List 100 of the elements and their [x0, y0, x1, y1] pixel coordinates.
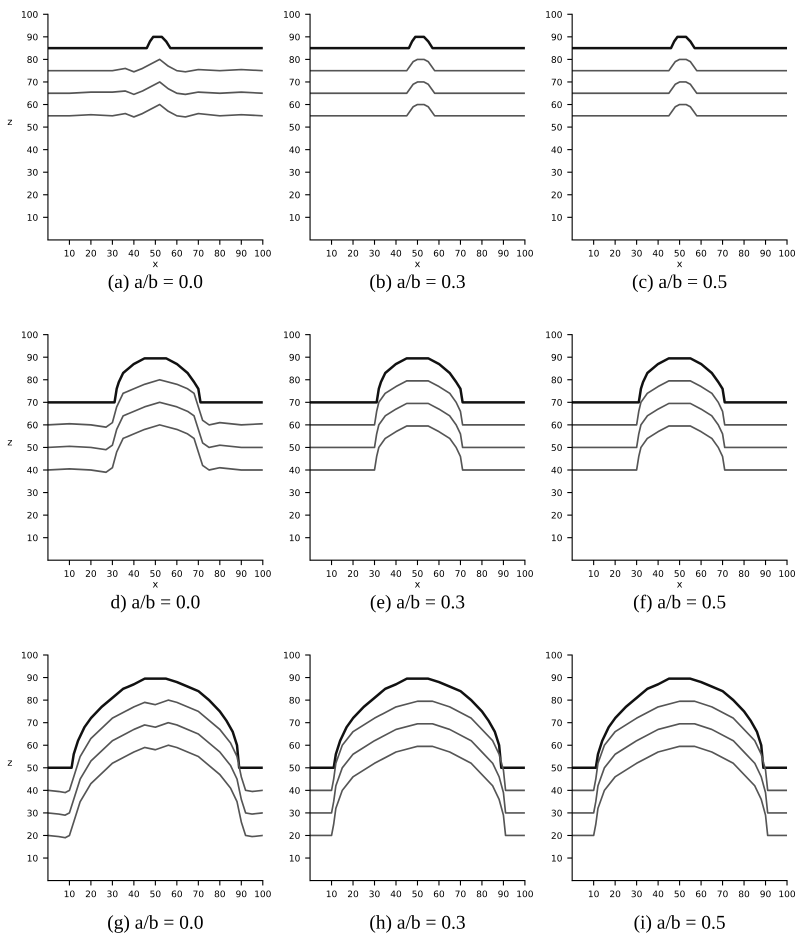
x-tick-label: 40 — [652, 890, 664, 898]
y-tick-label: 40 — [27, 466, 38, 474]
x-tick-label: 10 — [326, 570, 337, 577]
x-axis-title: x — [676, 262, 682, 268]
x-tick-label: 60 — [434, 570, 444, 577]
y-tick-label: 80 — [27, 696, 38, 704]
y-tick-label: 30 — [27, 810, 38, 816]
x-tick-label: 10 — [588, 890, 599, 898]
line-series — [572, 81, 788, 94]
y-tick-label: 70 — [290, 78, 300, 86]
x-tick-label: 90 — [236, 570, 246, 577]
y-tick-label: 50 — [290, 444, 300, 451]
x-tick-label: 80 — [214, 250, 225, 257]
y-tick-label: 30 — [290, 168, 300, 176]
y-tick-label: 10 — [290, 854, 300, 862]
y-tick-label: 100 — [22, 331, 38, 338]
y-tick-label: 20 — [290, 832, 300, 840]
text: (h) a/b = 0.3 — [370, 915, 465, 933]
x-tick-label: 90 — [498, 570, 509, 577]
x-tick-label: 80 — [214, 890, 225, 898]
x-axis-title: x — [152, 582, 158, 588]
y-tick-label: 80 — [552, 696, 562, 704]
y-tick-label: 90 — [289, 674, 300, 682]
y-axis-title: z — [8, 440, 12, 446]
y-tick-label: 20 — [552, 832, 562, 840]
y-tick-label: 40 — [551, 146, 562, 154]
x-tick-label: 80 — [476, 890, 488, 898]
x-tick-label: 40 — [128, 250, 140, 257]
text: (i) a/b = 0.5 — [634, 915, 725, 933]
x-tick-label: 30 — [107, 890, 118, 898]
x-tick-label: 40 — [652, 570, 664, 577]
line-series — [572, 677, 788, 770]
line-series — [48, 357, 263, 404]
y-tick-label: 10 — [28, 214, 38, 221]
y-tick-label: 60 — [289, 742, 300, 749]
y-tick-label: 80 — [552, 56, 562, 63]
y-tick-label: 70 — [290, 399, 300, 406]
x-tick-label: 20 — [86, 570, 96, 577]
line-series — [48, 378, 263, 428]
y-tick-label: 30 — [552, 168, 562, 176]
y-tick-label: 90 — [552, 674, 562, 682]
x-tick-label: 30 — [632, 890, 642, 898]
x-tick-label: 20 — [348, 890, 358, 898]
x-tick-label: 90 — [236, 890, 246, 898]
line-series — [310, 677, 525, 770]
x-tick-label: 80 — [738, 250, 750, 257]
x-tick-label: 60 — [696, 250, 706, 257]
y-tick-label: 70 — [27, 399, 38, 406]
x-axis-title: x — [152, 262, 158, 268]
y-tick-label: 10 — [290, 214, 300, 221]
x-tick-label: 60 — [696, 570, 706, 577]
x-tick-label: 70 — [718, 250, 728, 257]
y-tick-label: 60 — [552, 422, 562, 428]
x-tick-label: 30 — [369, 890, 380, 898]
x-tick-label: 20 — [86, 250, 96, 257]
y-tick-label: 60 — [289, 101, 300, 108]
line-series — [48, 722, 263, 816]
y-tick-label: 100 — [22, 11, 38, 18]
y-tick-label: 50 — [27, 124, 38, 131]
x-tick-label: 50 — [150, 250, 161, 257]
x-tick-label: 60 — [434, 890, 444, 898]
x-tick-label: 30 — [632, 570, 642, 577]
y-tick-label: 20 — [27, 191, 38, 198]
y-tick-label: 70 — [552, 399, 562, 406]
x-tick-label: 90 — [236, 250, 246, 257]
y-tick-label: 40 — [289, 146, 300, 154]
text: (b) a/b = 0.3 — [370, 274, 465, 292]
line-series — [310, 81, 525, 94]
y-tick-label: 90 — [27, 34, 38, 40]
x-tick-label: 10 — [326, 890, 337, 898]
x-tick-label: 80 — [476, 570, 488, 577]
y-tick-label: 20 — [552, 512, 562, 519]
x-tick-label: 50 — [674, 890, 685, 898]
x-tick-label: 30 — [107, 570, 118, 577]
x-tick-label: 20 — [348, 570, 358, 577]
x-tick-label: 70 — [193, 250, 204, 257]
y-tick-label: 80 — [552, 376, 562, 384]
y-tick-label: 40 — [27, 787, 38, 794]
y-tick-label: 50 — [290, 124, 300, 131]
x-tick-label: 20 — [86, 890, 96, 898]
y-tick-label: 50 — [27, 444, 38, 451]
x-tick-label: 10 — [588, 570, 599, 577]
y-tick-label: 100 — [546, 11, 562, 18]
line-series — [572, 357, 788, 404]
x-tick-label: 10 — [64, 890, 75, 898]
line-series — [48, 81, 263, 96]
y-tick-label: 10 — [28, 534, 38, 542]
x-tick-label: 100 — [517, 570, 533, 577]
line-series — [310, 58, 525, 72]
y-tick-label: 10 — [28, 854, 38, 862]
y-tick-label: 60 — [27, 101, 38, 108]
x-tick-label: 40 — [128, 890, 140, 898]
x-tick-label: 90 — [760, 890, 771, 898]
y-tick-label: 100 — [284, 331, 300, 338]
y-tick-label: 90 — [289, 34, 300, 40]
x-tick-label: 10 — [326, 250, 337, 257]
line-series — [310, 380, 525, 426]
y-tick-label: 30 — [552, 810, 562, 816]
text: (a) a/b = 0.0 — [108, 274, 202, 292]
y-tick-label: 80 — [27, 376, 38, 384]
